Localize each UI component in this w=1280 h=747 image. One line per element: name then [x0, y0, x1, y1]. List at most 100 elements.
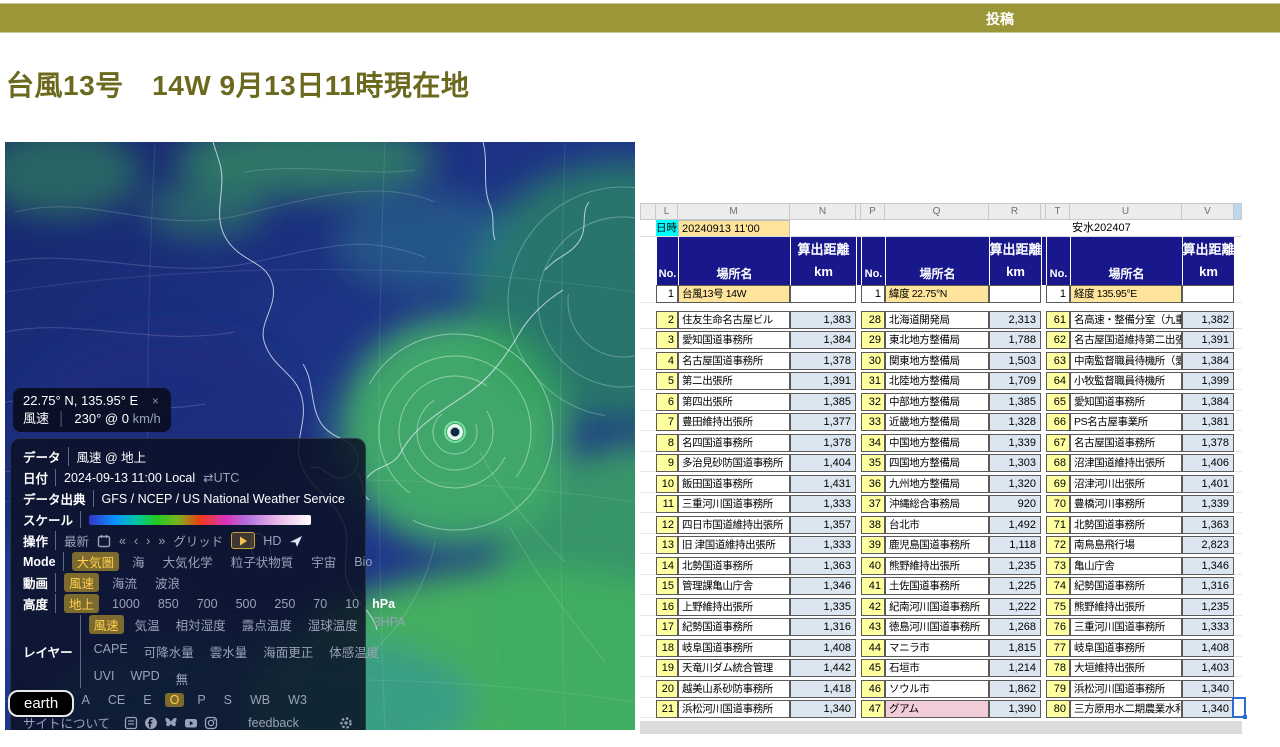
selected-column-header [1234, 203, 1242, 220]
place-name-cell: 関東地方整備局 [885, 351, 989, 370]
option-S[interactable]: S [223, 692, 232, 707]
edge-cell [640, 577, 656, 595]
place-name-cell: 四国地方整備局 [885, 454, 989, 472]
row-number-cell: 70 [1046, 495, 1070, 513]
edge-cell [1234, 618, 1242, 636]
option-CE[interactable]: CE [107, 692, 126, 707]
bluesky-icon[interactable] [164, 716, 178, 730]
location-marker [444, 421, 466, 443]
edge-cell [640, 557, 656, 575]
option-風速[interactable]: 風速 [64, 573, 100, 592]
option-露点温度[interactable]: 露点温度 [241, 619, 292, 633]
place-name-cell: 多治見砂防国道事務所 [678, 454, 790, 472]
utc-toggle[interactable]: ⇄UTC [203, 471, 240, 485]
option-大気圏[interactable]: 大気圏 [71, 552, 120, 571]
latest-button[interactable]: 最新 [64, 535, 90, 549]
option-E[interactable]: E [143, 692, 152, 707]
option-A[interactable]: A [81, 692, 90, 707]
earth-menu-button[interactable]: earth [8, 690, 75, 717]
table-header-row: No. 場所名 算出距離 km No. 場所名 算出距離 km No. 場所名 算出… [640, 237, 1242, 285]
option-UVI[interactable]: UVI [93, 669, 115, 683]
source-row: データ出典 GFS / NCEP / US National Weather S… [23, 490, 345, 507]
option-500[interactable]: 500 [235, 596, 257, 611]
layer-row: レイヤー 風速 気温 相対湿度 露点温度 湿球温度 3HPA CAPE 可降水量 雲水量 海面更… [23, 615, 405, 688]
option-可降水量[interactable]: 可降水量 [143, 646, 194, 660]
grid-toggle[interactable]: グリッド [173, 535, 224, 549]
col-letter: N [790, 203, 856, 220]
fast-forward-button[interactable]: » [158, 533, 166, 548]
col-letter: T [1046, 203, 1070, 220]
option-無[interactable]: 無 [175, 673, 189, 687]
gear-icon[interactable] [339, 716, 353, 730]
close-icon[interactable]: × [151, 394, 159, 408]
distance-cell: 1,378 [790, 433, 856, 452]
calendar-icon[interactable] [97, 534, 111, 548]
option-P[interactable]: P [197, 692, 206, 707]
edge-cell [1234, 495, 1242, 513]
row-number-cell: 34 [861, 433, 885, 452]
place-name-cell: 越美山系砂防事務所 [678, 679, 790, 698]
step-back-button[interactable]: ‹ [133, 533, 139, 548]
option-3HPA[interactable]: 3HPA [373, 615, 406, 629]
row-number-cell: 15 [656, 577, 678, 595]
distance-cell: 1,391 [1182, 331, 1234, 349]
option-O[interactable]: O [164, 692, 185, 707]
option-波浪[interactable]: 波浪 [155, 577, 181, 591]
option-700[interactable]: 700 [196, 596, 218, 611]
hd-toggle[interactable]: HD [263, 533, 282, 548]
option-W3[interactable]: W3 [288, 692, 307, 707]
distance-cell: 1,340 [1182, 679, 1234, 698]
news-icon[interactable] [124, 716, 138, 730]
option-大気化学[interactable]: 大気化学 [162, 556, 213, 570]
option-海[interactable]: 海 [132, 556, 145, 570]
option-粒子状物質[interactable]: 粒子状物質 [230, 556, 294, 570]
option-WB[interactable]: WB [250, 692, 271, 707]
option-250[interactable]: 250 [274, 596, 296, 611]
option-気温[interactable]: 気温 [134, 619, 160, 633]
place-name-cell: マニラ市 [885, 638, 989, 657]
row-number-cell: 4 [656, 351, 678, 370]
step-forward-button[interactable]: › [146, 533, 151, 548]
distance-cell: 1,383 [790, 310, 856, 329]
option-風速[interactable]: 風速 [88, 615, 124, 634]
latitude-cell: 緯度 22.75°N [885, 285, 989, 303]
place-name-cell: 台北市 [885, 515, 989, 534]
option-雲水量[interactable]: 雲水量 [209, 646, 248, 660]
option-70[interactable]: 70 [313, 596, 328, 611]
row-number-cell: 31 [861, 372, 885, 390]
table-row: 18 岐阜国道事務所 1,408 44 マニラ市 1,815 77 岐阜国道事務所 1,408 [640, 638, 1242, 657]
option-海面更正[interactable]: 海面更正 [263, 646, 314, 660]
option-地上[interactable]: 地上 [64, 594, 100, 613]
about-link[interactable]: サイトについて [23, 717, 111, 730]
option-相対湿度[interactable]: 相対湿度 [175, 619, 226, 633]
feedback-link[interactable]: feedback [248, 715, 299, 730]
row-number-cell: 47 [861, 700, 885, 718]
play-button[interactable] [231, 532, 256, 549]
option-CAPE[interactable]: CAPE [93, 642, 128, 656]
option-1000[interactable]: 1000 [112, 596, 140, 611]
option-850[interactable]: 850 [157, 596, 179, 611]
coordinates-text: 22.75° N, 135.95° E [23, 393, 139, 408]
option-Bio[interactable]: Bio [354, 554, 373, 569]
wind-map[interactable]: 22.75° N, 135.95° E × 風速 │ 230° @ 0 km/h… [5, 142, 635, 730]
facebook-icon[interactable] [144, 716, 158, 730]
instagram-icon[interactable] [204, 716, 218, 730]
rewind-button[interactable]: « [119, 533, 126, 548]
place-name-cell: 第四出張所 [678, 392, 790, 411]
distance-cell: 920 [989, 495, 1041, 513]
option-湿球温度[interactable]: 湿球温度 [307, 619, 358, 633]
nav-item-post[interactable]: 投稿 [986, 11, 1014, 27]
option-体感温度[interactable]: 体感温度 [329, 646, 380, 660]
option-海流[interactable]: 海流 [112, 577, 138, 591]
distance-cell: 1,333 [790, 495, 856, 513]
option-宇宙[interactable]: 宇宙 [311, 556, 337, 570]
locate-icon[interactable] [289, 534, 303, 548]
option-WPD[interactable]: WPD [130, 669, 160, 683]
table-row: 10 飯田国道事務所 1,431 36 九州地方整備局 1,320 69 沼津河川出張所 1,4… [640, 474, 1242, 493]
youtube-icon[interactable] [184, 716, 198, 730]
color-scale-bar[interactable] [89, 514, 312, 525]
option-10[interactable]: 10 [345, 596, 360, 611]
place-name-cell: 愛知国道事務所 [678, 331, 790, 349]
distance-cell: 1,399 [1182, 372, 1234, 390]
edge-cell [1234, 577, 1242, 595]
